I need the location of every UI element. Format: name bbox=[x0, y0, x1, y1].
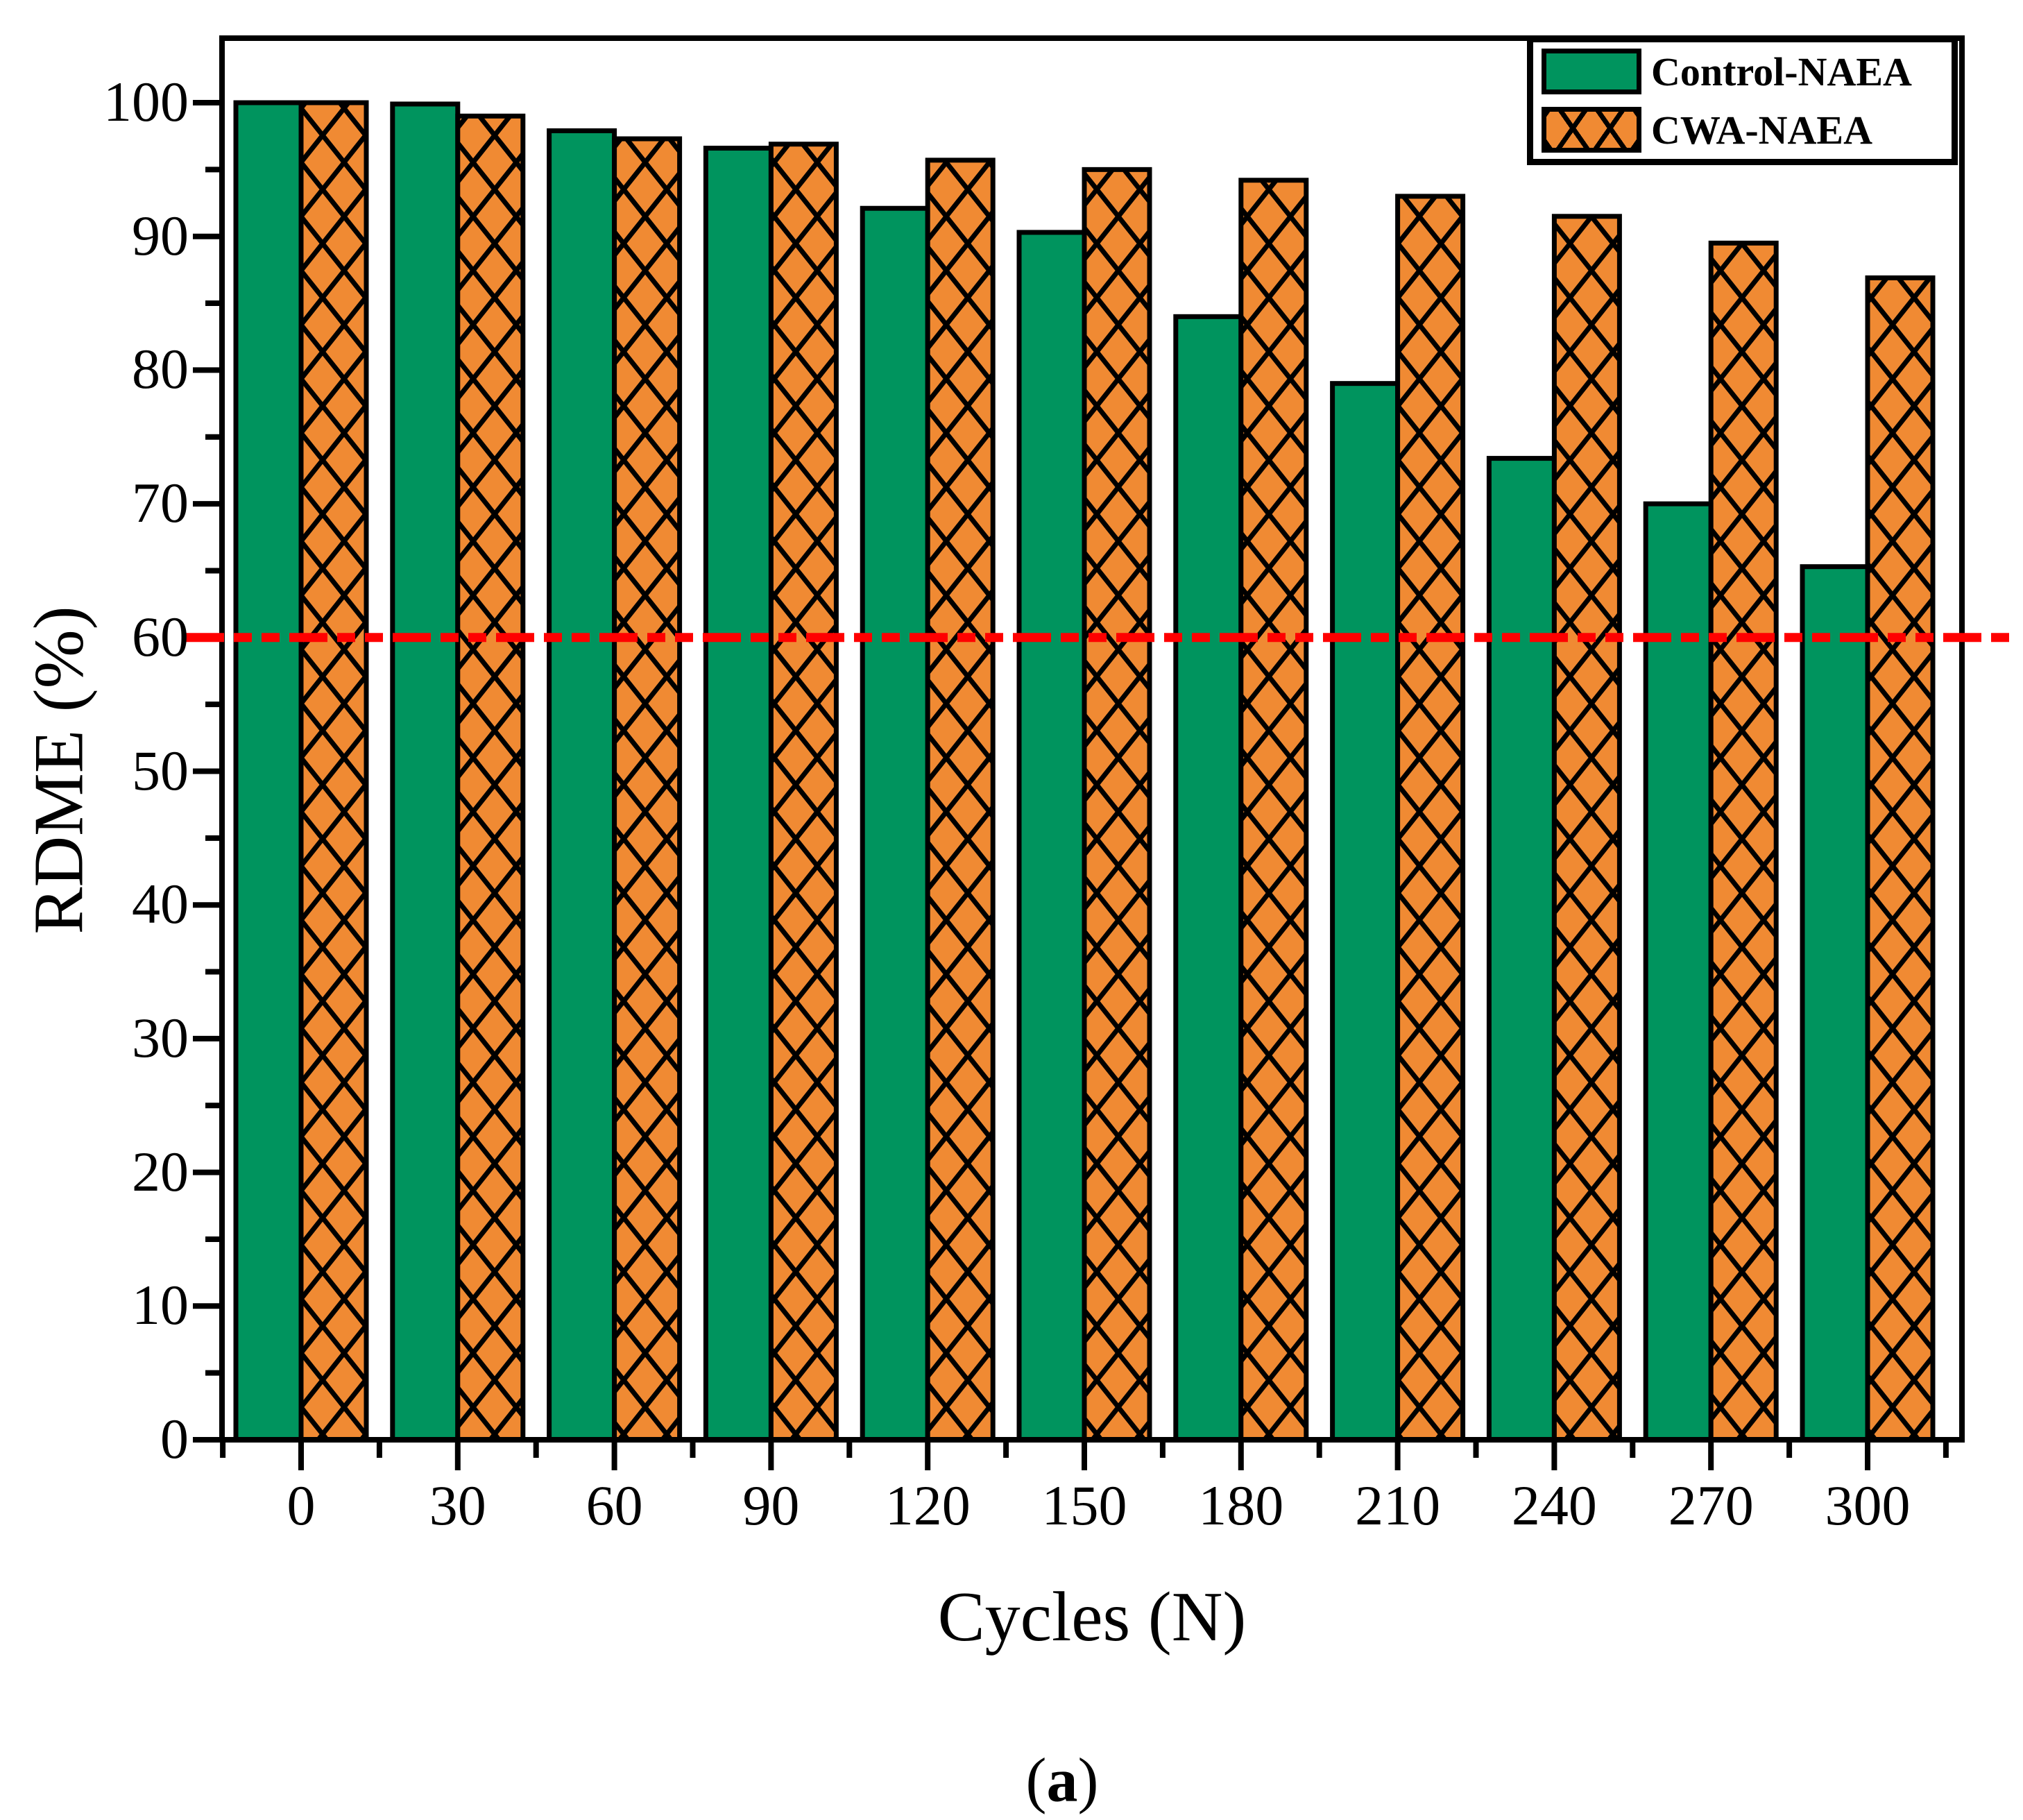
x-axis-tick-label: 0 bbox=[287, 1474, 316, 1537]
y-axis-tick-label: 60 bbox=[132, 604, 189, 668]
bar-cwa bbox=[1395, 194, 1466, 1443]
bar-cwa bbox=[455, 113, 526, 1443]
x-axis-tick-label: 240 bbox=[1511, 1474, 1597, 1537]
y-axis-tick-label: 80 bbox=[132, 337, 189, 401]
bar-cwa bbox=[925, 158, 996, 1443]
bar-cwa bbox=[1238, 178, 1309, 1443]
bar-control bbox=[703, 146, 774, 1443]
x-axis-tick-label: 150 bbox=[1041, 1474, 1127, 1537]
x-axis-tick-label: 210 bbox=[1355, 1474, 1441, 1537]
y-axis-tick-label: 100 bbox=[103, 70, 189, 133]
bar-control bbox=[860, 205, 930, 1443]
x-axis-tick-label: 270 bbox=[1668, 1474, 1754, 1537]
bar-control bbox=[1643, 501, 1714, 1443]
bar-control bbox=[233, 100, 304, 1443]
bar-control bbox=[1800, 564, 1870, 1443]
x-axis-tick-label: 300 bbox=[1825, 1474, 1911, 1537]
bar-control bbox=[1173, 314, 1244, 1443]
bar-cwa bbox=[1708, 240, 1779, 1443]
x-axis-title: Cycles (N) bbox=[937, 1578, 1247, 1656]
x-axis-tick-label: 180 bbox=[1198, 1474, 1284, 1537]
bar-control bbox=[1330, 381, 1401, 1443]
y-axis-tick-label: 10 bbox=[132, 1273, 189, 1337]
y-axis-tick-label: 50 bbox=[132, 738, 189, 802]
y-axis-tick-label: 20 bbox=[132, 1139, 189, 1203]
bar-cwa bbox=[768, 142, 839, 1443]
x-axis-tick-label: 120 bbox=[885, 1474, 971, 1537]
panel-label: (a) bbox=[1026, 1745, 1099, 1817]
bar-control bbox=[547, 128, 617, 1443]
panel-label-close-paren: ) bbox=[1077, 1746, 1099, 1815]
y-axis-tick-label: 40 bbox=[132, 872, 189, 936]
bar-control bbox=[1486, 456, 1557, 1443]
bar-cwa bbox=[1865, 275, 1936, 1443]
panel-label-letter: a bbox=[1046, 1746, 1078, 1815]
y-axis-tick-label: 70 bbox=[132, 471, 189, 535]
bar-control bbox=[1016, 230, 1087, 1443]
x-axis-tick-label: 30 bbox=[429, 1474, 486, 1537]
legend: Control-NAEA CWA-NAEA bbox=[1527, 36, 1958, 165]
bar-control bbox=[390, 101, 461, 1443]
bar-cwa bbox=[298, 100, 369, 1443]
y-axis-tick-label: 30 bbox=[132, 1005, 189, 1069]
x-axis-tick-label: 60 bbox=[586, 1474, 643, 1537]
panel-label-open-paren: ( bbox=[1025, 1746, 1047, 1815]
bar-cwa bbox=[1551, 214, 1622, 1443]
y-axis-title: RDME (%) bbox=[19, 606, 99, 935]
plot-frame bbox=[219, 35, 1965, 1443]
legend-row-cwa: CWA-NAEA bbox=[1542, 103, 1952, 156]
bar-cwa bbox=[612, 136, 683, 1443]
bar-cwa bbox=[1082, 167, 1152, 1443]
y-axis-tick-label: 0 bbox=[160, 1407, 189, 1470]
legend-swatch-cwa bbox=[1542, 107, 1641, 153]
y-axis-tick-label: 90 bbox=[132, 203, 189, 267]
legend-swatch-control bbox=[1542, 49, 1641, 94]
legend-label-control: Control-NAEA bbox=[1651, 49, 1912, 94]
legend-label-cwa: CWA-NAEA bbox=[1651, 107, 1872, 153]
legend-row-control: Control-NAEA bbox=[1542, 45, 1952, 98]
x-axis-tick-label: 90 bbox=[742, 1474, 800, 1537]
